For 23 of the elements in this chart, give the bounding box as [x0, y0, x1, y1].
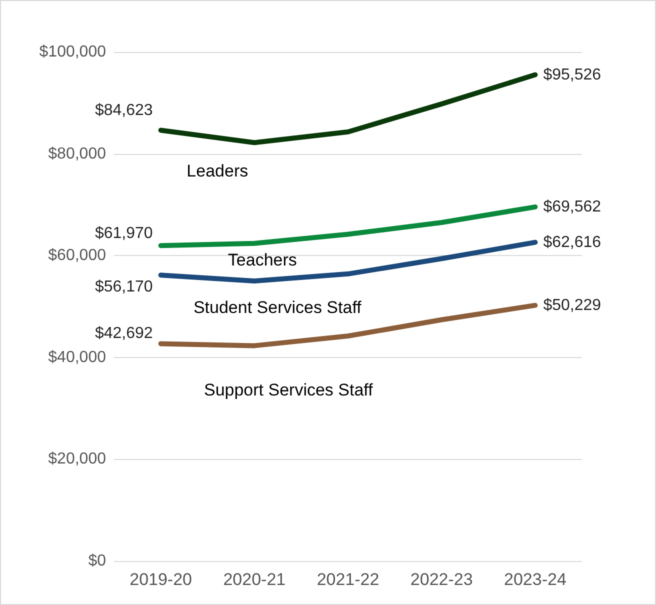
data-label: $61,970: [94, 225, 153, 242]
y-tick-label: $20,000: [48, 450, 106, 468]
y-tick-label: $40,000: [48, 348, 106, 366]
data-label: $84,623: [94, 102, 153, 119]
x-tick-label: 2023-24: [504, 570, 566, 589]
data-label: $42,692: [94, 325, 153, 342]
data-label: $69,562: [543, 198, 602, 216]
text: Support Services Staff: [204, 380, 374, 400]
data-label: $50,229: [543, 296, 602, 314]
x-tick-label: 2022-23: [410, 570, 473, 589]
data-label: $95,526: [543, 66, 602, 84]
x-tick-label: 2020-21: [223, 570, 286, 589]
x-tick-label: 2019-20: [130, 570, 192, 589]
x-tick-label: 2021-22: [316, 570, 380, 589]
y-tick-label: $0: [88, 552, 106, 570]
series-label: Leaders: [186, 162, 248, 181]
y-tick-label: $80,000: [48, 145, 106, 162]
series-label: Student Services Staff: [193, 298, 362, 318]
y-tick-label: $60,000: [48, 247, 106, 264]
data-label: $56,170: [94, 278, 153, 296]
data-label: $62,616: [543, 234, 602, 251]
series-label: Teachers: [228, 250, 297, 270]
y-tick-label: $100,000: [39, 44, 106, 60]
